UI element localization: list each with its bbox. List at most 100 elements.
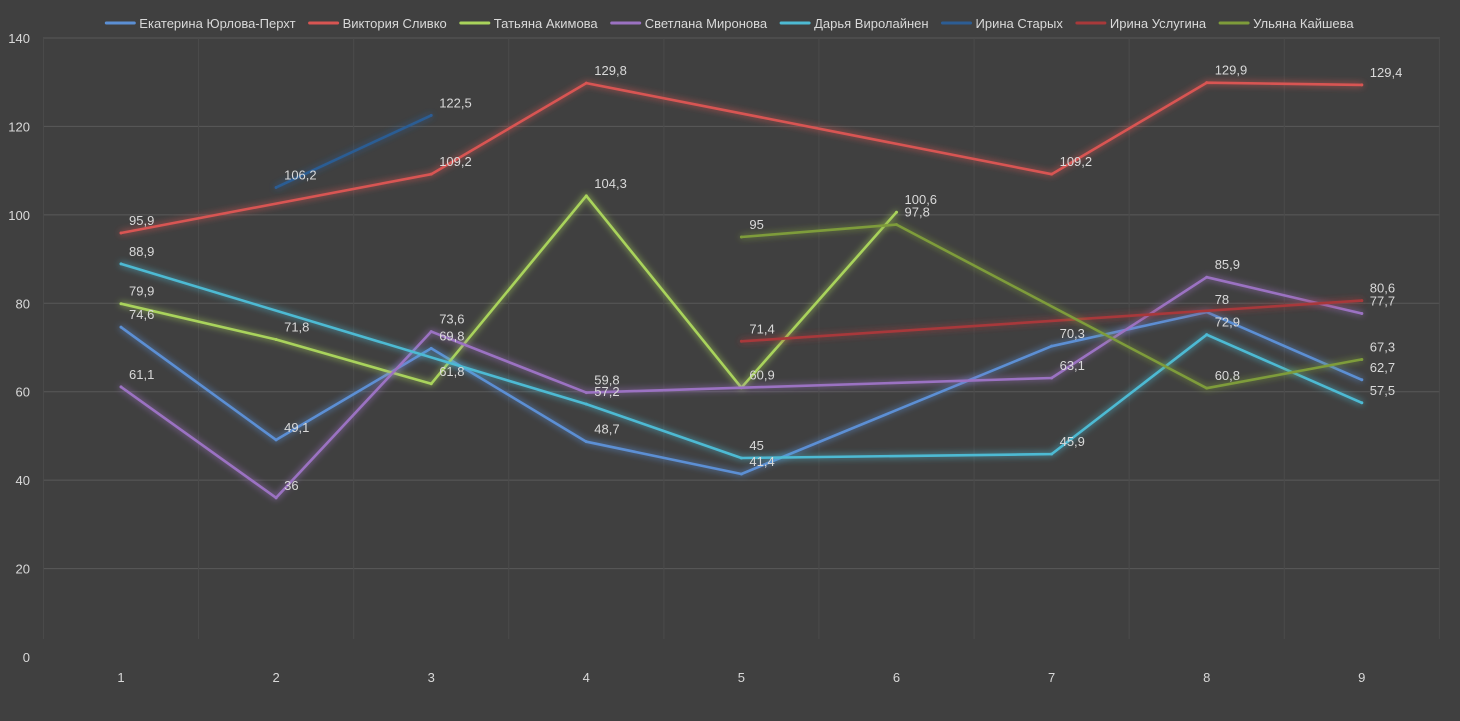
data-label: 71,4	[749, 321, 774, 336]
data-point	[584, 440, 588, 444]
data-label: 62,7	[1370, 360, 1395, 375]
data-point	[584, 391, 588, 395]
data-label: 88,9	[129, 244, 154, 259]
data-label: 129,8	[594, 63, 627, 78]
data-label: 63,1	[1060, 358, 1085, 373]
x-tick-label: 3	[428, 670, 435, 685]
series-line-7	[740, 299, 1364, 343]
y-tick-label: 100	[8, 208, 30, 223]
data-label: 57,2	[594, 384, 619, 399]
data-label: 69,8	[439, 328, 464, 343]
x-tick-label: 8	[1203, 670, 1210, 685]
x-tick-label: 9	[1358, 670, 1365, 685]
data-point	[429, 113, 433, 117]
data-point	[429, 330, 433, 334]
legend-item[interactable]: Ирина Услугина	[1075, 16, 1207, 31]
series-line-2	[119, 81, 1364, 235]
legend-item[interactable]: Виктория Сливко	[308, 16, 447, 31]
data-point	[584, 402, 588, 406]
data-label: 49,1	[284, 420, 309, 435]
data-point	[1050, 376, 1054, 380]
data-point	[1050, 344, 1054, 348]
data-label: 36	[284, 478, 298, 493]
data-label: 78	[1215, 292, 1229, 307]
data-labels: 74,6 49,1 69,8 48,7 41,4 70,3 78 62,7 95,9 109,2 1…	[129, 63, 1402, 493]
data-label: 95	[749, 217, 763, 232]
y-tick-label: 80	[16, 296, 30, 311]
legend-label: Ирина Старых	[976, 16, 1064, 31]
data-point	[739, 456, 743, 460]
series-lines	[119, 81, 1364, 500]
data-label: 109,2	[1060, 154, 1093, 169]
legend-label: Екатерина Юрлова-Перхт	[139, 16, 295, 31]
data-label: 60,9	[749, 368, 774, 383]
data-point	[274, 338, 278, 342]
data-label: 97,8	[905, 205, 930, 220]
data-point	[584, 194, 588, 198]
series-line-1	[119, 310, 1364, 476]
data-point	[429, 346, 433, 350]
series-line-8	[740, 223, 1364, 390]
data-label: 129,9	[1215, 63, 1248, 78]
data-label: 122,5	[439, 95, 472, 110]
data-label: 59,8	[594, 373, 619, 388]
data-label: 109,2	[439, 154, 472, 169]
y-tick-label: 40	[16, 473, 30, 488]
data-label: 48,7	[594, 422, 619, 437]
legend-item[interactable]: Светлана Миронова	[610, 16, 768, 31]
data-label: 80,6	[1370, 281, 1395, 296]
data-label: 104,3	[594, 176, 627, 191]
data-point	[584, 81, 588, 85]
data-point	[1205, 275, 1209, 279]
legend: Екатерина Юрлова-Перхт Виктория Сливко Тат…	[104, 16, 1354, 31]
legend-label: Ирина Услугина	[1110, 16, 1207, 31]
data-label: 129,4	[1370, 65, 1403, 80]
data-label: 60,8	[1215, 368, 1240, 383]
legend-item[interactable]: Ульяна Кайшева	[1218, 16, 1354, 31]
x-tick-label: 1	[117, 670, 124, 685]
legend-label: Татьяна Акимова	[494, 16, 599, 31]
data-point	[1205, 333, 1209, 337]
data-label: 95,9	[129, 213, 154, 228]
series-line-5	[119, 262, 1364, 460]
data-label: 45,9	[1060, 434, 1085, 449]
legend-item[interactable]: Ирина Старых	[941, 16, 1064, 31]
data-point	[1205, 386, 1209, 390]
data-label: 70,3	[1060, 326, 1085, 341]
data-point	[739, 339, 743, 343]
data-point	[1360, 83, 1364, 87]
data-point	[1050, 172, 1054, 176]
data-point	[119, 325, 123, 329]
series-line-3	[119, 194, 898, 389]
x-tick-label: 5	[738, 670, 745, 685]
data-point	[119, 262, 123, 266]
data-label: 57,5	[1370, 383, 1395, 398]
data-label: 72,9	[1215, 315, 1240, 330]
data-label: 79,9	[129, 284, 154, 299]
data-point	[1360, 299, 1364, 303]
legend-item[interactable]: Татьяна Акимова	[459, 16, 599, 31]
data-point	[119, 231, 123, 235]
legend-label: Светлана Миронова	[645, 16, 768, 31]
data-point	[1050, 452, 1054, 456]
legend-label: Виктория Сливко	[343, 16, 447, 31]
data-point	[274, 496, 278, 500]
data-point	[739, 472, 743, 476]
data-label: 45	[749, 438, 763, 453]
data-label: 100,6	[905, 192, 938, 207]
data-point	[429, 382, 433, 386]
data-point	[1360, 378, 1364, 382]
data-point	[119, 385, 123, 389]
data-point	[119, 302, 123, 306]
legend-item[interactable]: Екатерина Юрлова-Перхт	[104, 16, 296, 31]
data-point	[1360, 357, 1364, 361]
legend-item[interactable]: Дарья Виролайнен	[779, 16, 929, 31]
data-point	[895, 223, 898, 227]
data-point	[1360, 311, 1364, 315]
x-tick-label: 2	[272, 670, 279, 685]
y-tick-label: 140	[8, 31, 30, 46]
